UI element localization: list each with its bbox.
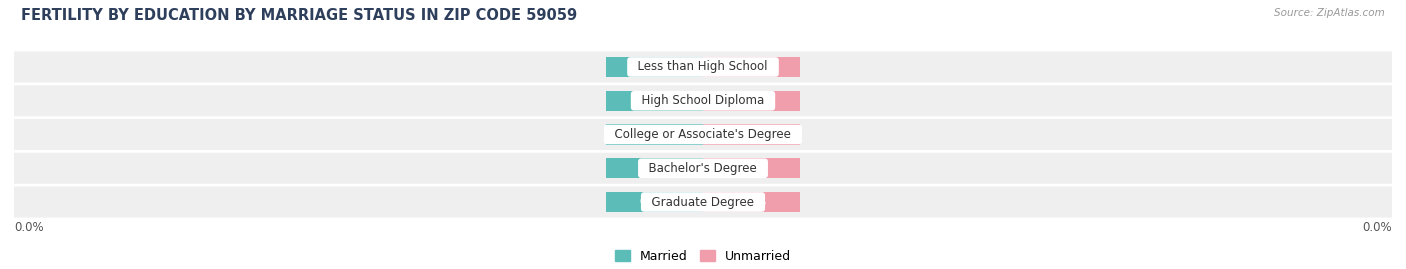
Text: Graduate Degree: Graduate Degree [644, 196, 762, 208]
FancyBboxPatch shape [0, 186, 1406, 218]
FancyBboxPatch shape [0, 153, 1406, 184]
Bar [703, 124, 800, 145]
Bar [703, 192, 800, 212]
FancyBboxPatch shape [0, 85, 1406, 116]
FancyBboxPatch shape [0, 51, 1406, 83]
Bar [606, 57, 703, 77]
Text: 0.0%: 0.0% [640, 129, 669, 140]
Text: 0.0%: 0.0% [640, 163, 669, 173]
Text: 0.0%: 0.0% [737, 129, 766, 140]
Text: 0.0%: 0.0% [737, 197, 766, 207]
Bar [703, 158, 800, 178]
Text: 0.0%: 0.0% [737, 62, 766, 72]
Text: 0.0%: 0.0% [640, 197, 669, 207]
Text: 0.0%: 0.0% [737, 163, 766, 173]
Text: College or Associate's Degree: College or Associate's Degree [607, 128, 799, 141]
Bar [606, 124, 703, 145]
Text: High School Diploma: High School Diploma [634, 94, 772, 107]
Text: 0.0%: 0.0% [737, 96, 766, 106]
Text: 0.0%: 0.0% [640, 96, 669, 106]
Bar [606, 158, 703, 178]
FancyBboxPatch shape [0, 119, 1406, 150]
Text: 0.0%: 0.0% [14, 221, 44, 234]
Bar [606, 192, 703, 212]
Text: FERTILITY BY EDUCATION BY MARRIAGE STATUS IN ZIP CODE 59059: FERTILITY BY EDUCATION BY MARRIAGE STATU… [21, 8, 578, 23]
Bar [703, 57, 800, 77]
Bar [606, 91, 703, 111]
Text: Source: ZipAtlas.com: Source: ZipAtlas.com [1274, 8, 1385, 18]
Text: Bachelor's Degree: Bachelor's Degree [641, 162, 765, 175]
Bar [703, 91, 800, 111]
Text: 0.0%: 0.0% [640, 62, 669, 72]
Text: 0.0%: 0.0% [1362, 221, 1392, 234]
Legend: Married, Unmarried: Married, Unmarried [614, 250, 792, 263]
Text: Less than High School: Less than High School [630, 61, 776, 73]
